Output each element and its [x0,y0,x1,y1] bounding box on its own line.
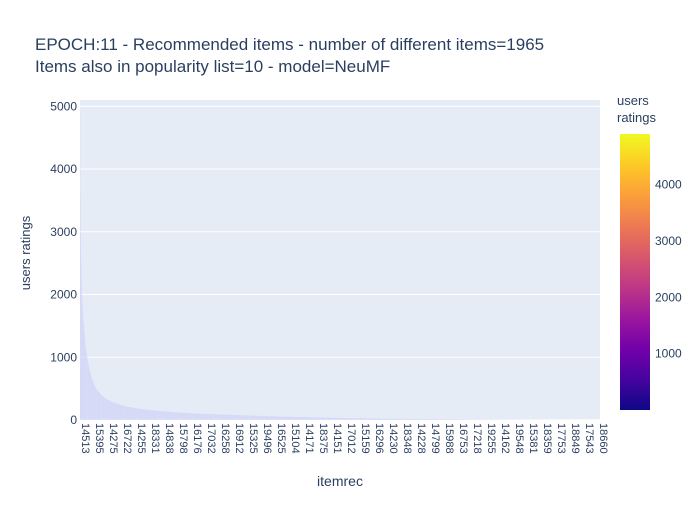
colorbar-tick-labels: 1000 2000 3000 4000 [655,178,682,361]
x-tick-label: 15159 [359,423,371,454]
x-tick-label: 16912 [233,423,245,454]
x-tick-label: 17032 [205,423,217,454]
y-tick-label: 0 [70,413,77,427]
x-tick-label: 14838 [163,423,175,454]
x-tick-label: 15988 [443,423,455,454]
y-tick-label: 1000 [50,350,77,364]
colorbar-gradient [620,134,650,410]
x-tick-label: 17218 [471,423,483,454]
y-tick-labels: 0 1000 2000 3000 4000 5000 [50,99,77,427]
x-tick-label: 17543 [583,423,595,454]
y-axis-title: users ratings [18,215,33,290]
x-tick-label: 15798 [177,423,189,454]
y-tick-label: 5000 [50,99,77,113]
x-tick-label: 15381 [527,423,539,454]
colorbar-title-line1: users [617,93,649,108]
x-tick-label: 14513 [79,423,91,454]
x-tick-label: 19496 [261,423,273,454]
x-tick-label: 18359 [541,423,553,454]
chart-title-line2: Items also in popularity list=10 - model… [35,57,390,76]
y-tick-label: 3000 [50,225,77,239]
x-tick-label: 14151 [331,423,343,454]
x-tick-label: 15325 [247,423,259,454]
colorbar: users ratings 1000 2000 3000 4000 [617,93,682,410]
x-tick-label: 18331 [149,423,161,454]
colorbar-tick-label: 2000 [655,290,682,304]
x-axis-title: itemrec [317,473,363,489]
x-tick-label: 16525 [275,423,287,454]
x-tick-label: 19255 [485,423,497,454]
x-tick-label: 18849 [569,423,581,454]
x-tick-label: 16753 [457,423,469,454]
x-tick-label: 16176 [191,423,203,454]
x-tick-label: 17753 [555,423,567,454]
colorbar-tick-label: 3000 [655,234,682,248]
chart-title-line1: EPOCH:11 - Recommended items - number of… [35,35,544,54]
x-tick-label: 14255 [135,423,147,454]
x-tick-label: 18375 [317,423,329,454]
x-tick-label: 14230 [387,423,399,454]
colorbar-tick-label: 1000 [655,347,682,361]
x-tick-label: 19548 [513,423,525,454]
x-tick-label: 18348 [401,423,413,454]
x-tick-label: 15104 [289,423,301,454]
x-tick-label: 16722 [121,423,133,454]
x-tick-label: 17012 [345,423,357,454]
x-tick-label: 18660 [597,423,609,454]
y-tick-label: 2000 [50,288,77,302]
x-tick-label: 15395 [93,423,105,454]
x-tick-label: 16258 [219,423,231,454]
plot-background [80,100,600,420]
x-tick-label: 14275 [107,423,119,454]
x-tick-label: 14799 [429,423,441,454]
y-tick-label: 4000 [50,162,77,176]
colorbar-title-line2: ratings [617,110,657,125]
x-tick-label: 16296 [373,423,385,454]
x-tick-label: 14162 [499,423,511,454]
x-tick-label: 14228 [415,423,427,454]
colorbar-tick-label: 4000 [655,178,682,192]
x-tick-label: 14171 [303,423,315,454]
